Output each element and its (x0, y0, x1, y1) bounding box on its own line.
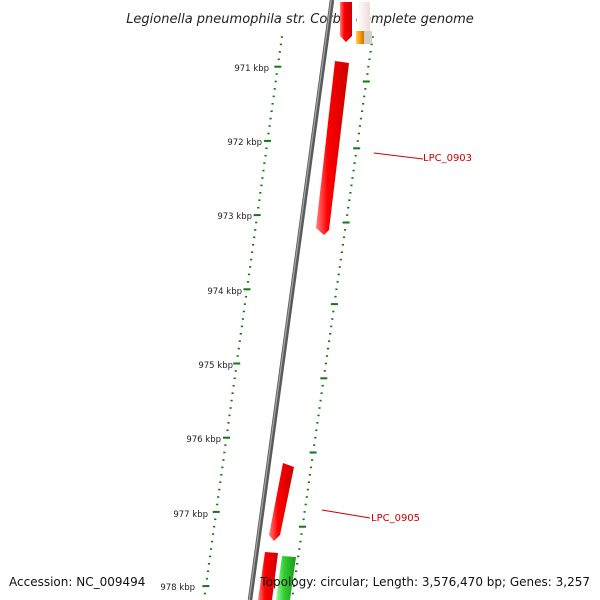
feature-grey-top[interactable] (364, 31, 372, 44)
tick-label-975: 975 kbp (198, 361, 233, 371)
tick-label-973: 973 kbp (217, 212, 252, 222)
genome-title: Legionella pneumophila str. Corby, compl… (126, 12, 474, 27)
accession-label: Accession: NC_009494 (9, 575, 146, 589)
gene-arrow-bottom-red[interactable] (258, 552, 278, 600)
topology-label: Topology: circular; Length: 3,576,470 bp… (260, 575, 590, 589)
gene-arrow-lpc-0903[interactable] (316, 61, 349, 235)
left-tick-ruler (202, 36, 283, 595)
tick-label-977: 977 kbp (173, 510, 208, 520)
gene-label-lpc-0903[interactable]: LPC_0903 (423, 153, 472, 164)
gene-label-lpc-0905[interactable]: LPC_0905 (371, 513, 420, 524)
tick-label-971: 971 kbp (234, 64, 269, 74)
tick-label-978: 978 kbp (160, 583, 195, 593)
genome-backbone-highlight (248, 0, 332, 600)
tick-label-976: 976 kbp (186, 435, 221, 445)
right-tick-ruler (291, 36, 374, 595)
tick-label-974: 974 kbp (207, 287, 242, 297)
feature-orange-top[interactable] (356, 31, 364, 44)
gene-label-leader-lpc-0905 (321, 509, 371, 519)
genome-backbone (247, 0, 335, 600)
tick-label-972: 972 kbp (227, 138, 262, 148)
gene-arrow-bottom-green[interactable] (276, 556, 296, 600)
gene-arrow-top[interactable] (340, 2, 352, 42)
gene-label-leader-lpc-0903 (373, 152, 424, 160)
gene-arrow-lpc-0905[interactable] (269, 463, 294, 541)
